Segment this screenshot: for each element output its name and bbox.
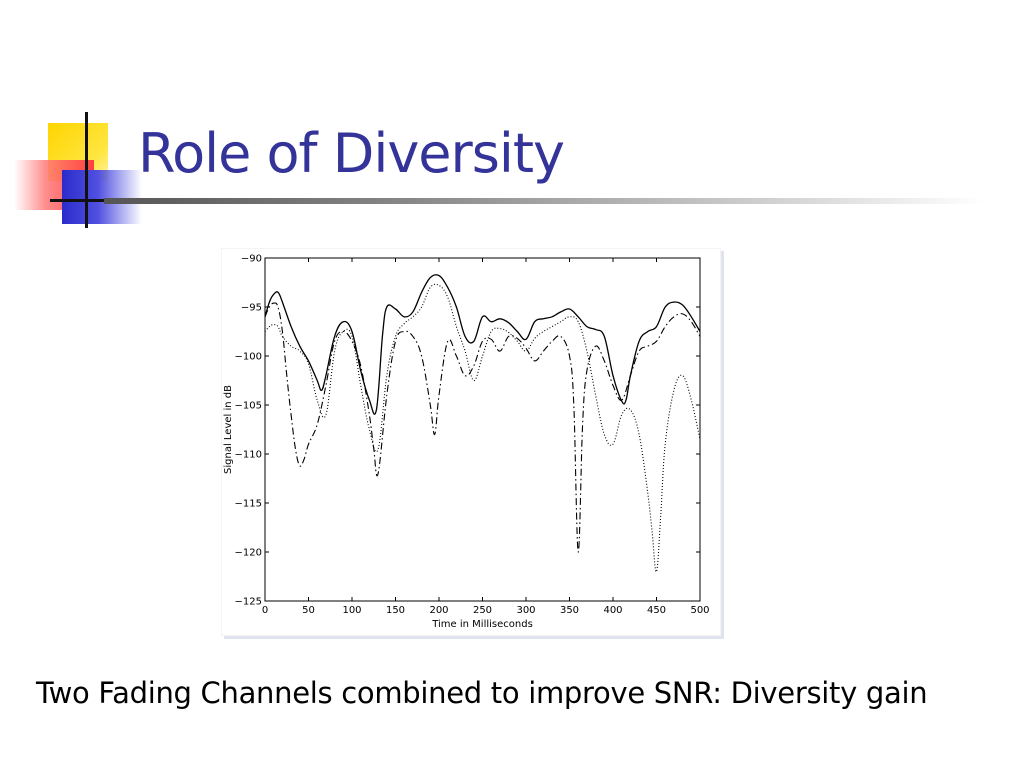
x-tick-label: 200 <box>429 605 448 616</box>
x-tick-label: 150 <box>386 605 405 616</box>
x-tick-label: 50 <box>302 605 315 616</box>
slide-title: Role of Diversity <box>138 122 564 185</box>
plot-area <box>265 258 700 601</box>
y-tick-label: −105 <box>235 401 262 412</box>
y-tick-label: −125 <box>235 597 262 608</box>
x-tick-label: 300 <box>516 605 535 616</box>
title-underline <box>104 198 984 204</box>
chart-frame: 0 50 100 150 200 250 300 350 400 450 500 −90 −95 −100… <box>221 248 721 636</box>
y-axis-label: Signal Level in dB <box>223 385 234 474</box>
y-tick-label: −115 <box>235 499 262 510</box>
y-tick-label: −90 <box>241 254 262 265</box>
y-tick-label: −120 <box>235 548 262 559</box>
logo-blue-square <box>62 170 142 224</box>
y-tick-label: −95 <box>241 303 262 314</box>
y-tick-label: −110 <box>235 450 262 461</box>
y-tick-label: −100 <box>235 352 262 363</box>
x-tick-label: 450 <box>647 605 666 616</box>
x-tick-label: 500 <box>690 605 709 616</box>
signal-level-chart: 0 50 100 150 200 250 300 350 400 450 500 −90 −95 −100… <box>221 248 721 636</box>
x-axis-label: Time in Milliseconds <box>431 619 533 630</box>
x-tick-label: 350 <box>560 605 579 616</box>
x-tick-label: 400 <box>603 605 622 616</box>
x-tick-label: 100 <box>342 605 361 616</box>
slide-caption: Two Fading Channels combined to improve … <box>36 676 927 710</box>
x-tick-label: 250 <box>473 605 492 616</box>
x-tick-label: 0 <box>262 605 268 616</box>
logo-vertical-line <box>85 112 88 228</box>
